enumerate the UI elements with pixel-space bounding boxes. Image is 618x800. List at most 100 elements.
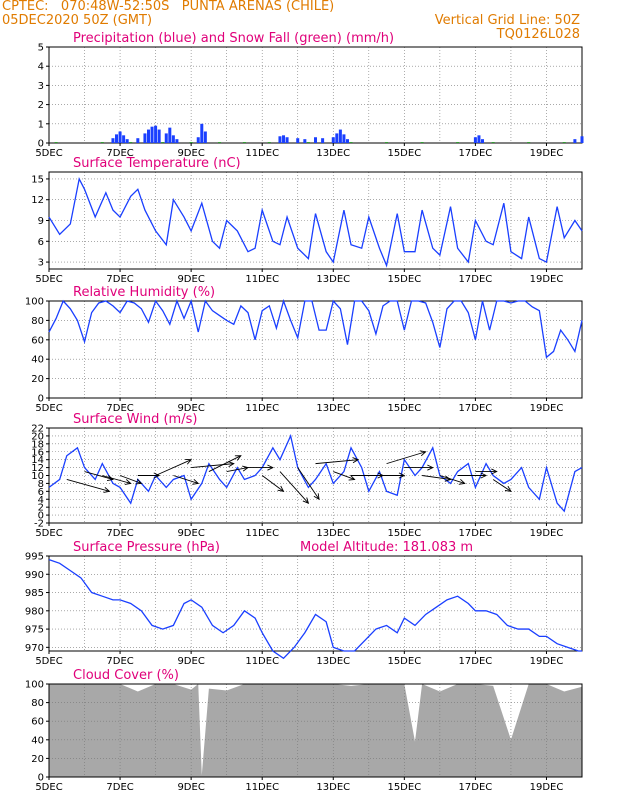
x-tick-label: 19DEC	[530, 528, 564, 539]
y-tick-label: 6	[38, 487, 44, 498]
x-tick-label: 5DEC	[35, 274, 62, 285]
wind-arrow	[119, 475, 142, 484]
precip-bar	[200, 123, 204, 143]
precip-bar	[100, 142, 104, 143]
wind-arrow-head	[480, 472, 488, 479]
precip-bar	[580, 136, 584, 143]
y-tick-label: 985	[25, 588, 44, 599]
wind-arrow-head	[185, 459, 193, 465]
precip-bar	[154, 125, 158, 143]
wind-arrow-head	[419, 450, 427, 457]
precip-bar	[573, 139, 577, 143]
precip-bar	[111, 138, 115, 143]
precip-bar	[285, 137, 289, 143]
x-tick-label: 13DEC	[316, 148, 350, 159]
x-tick-label: 13DEC	[316, 656, 350, 667]
wind-arrow	[173, 475, 199, 484]
y-tick-label: 14	[31, 455, 44, 466]
x-tick-label: 7DEC	[106, 528, 133, 539]
wind-arrow-head	[458, 478, 466, 485]
precip-bar	[473, 137, 477, 143]
wind-arrow-head	[352, 457, 360, 464]
x-tick-label: 17DEC	[459, 528, 493, 539]
x-tick-label: 13DEC	[316, 782, 350, 793]
precip-bar	[303, 139, 307, 143]
wind-arrow-head	[234, 455, 242, 461]
y-tick-label: 970	[25, 643, 44, 654]
precip-bar	[168, 127, 172, 143]
wind-arrow-head	[153, 472, 161, 479]
precip-bar	[314, 137, 317, 143]
x-tick-label: 17DEC	[459, 148, 493, 159]
wind-arrow-head	[267, 464, 274, 471]
y-tick-label: 6	[38, 237, 44, 248]
precip-bar	[527, 142, 531, 143]
y-tick-label: 16	[31, 447, 44, 458]
x-tick-label: 19DEC	[530, 148, 564, 159]
x-tick-label: 7DEC	[106, 274, 133, 285]
x-tick-label: 9DEC	[177, 656, 204, 667]
cloud-cover-area	[49, 684, 582, 777]
x-tick-label: 19DEC	[530, 656, 564, 667]
precip-bar	[54, 142, 58, 143]
x-tick-label: 15DEC	[387, 782, 421, 793]
x-tick-label: 9DEC	[177, 528, 204, 539]
precip-bar	[203, 131, 207, 143]
wind-arrow	[84, 471, 114, 480]
wind-arrow-head	[398, 472, 406, 479]
x-tick-label: 9DEC	[177, 782, 204, 793]
precip-bar	[164, 133, 168, 143]
panel-title: Precipitation (blue) and Snow Fall (gree…	[73, 31, 394, 46]
precip-bar	[122, 135, 126, 143]
panel-title: Surface Pressure (hPa)	[73, 540, 220, 555]
x-tick-label: 11DEC	[245, 782, 279, 793]
panel-frame	[48, 427, 583, 524]
x-tick-label: 7DEC	[106, 782, 133, 793]
precip-bar	[491, 142, 495, 143]
wind-arrow-head	[277, 485, 285, 492]
y-tick-label: 22	[31, 424, 44, 435]
precip-bar	[115, 134, 119, 143]
precip-bar	[129, 142, 133, 143]
precip-bar	[175, 139, 179, 143]
wind-arrow-head	[313, 493, 320, 501]
wind-arrow-head	[427, 464, 434, 471]
y-tick-label: 100	[25, 297, 44, 308]
x-tick-label: 5DEC	[35, 656, 62, 667]
x-tick-label: 5DEC	[35, 148, 62, 159]
x-tick-label: 7DEC	[106, 403, 133, 414]
x-tick-label: 11DEC	[245, 148, 279, 159]
panel-frame	[48, 555, 583, 652]
precip-bar	[118, 131, 122, 143]
precip-bar	[143, 133, 147, 143]
y-tick-label: 1	[38, 119, 44, 130]
x-tick-label: 5DEC	[35, 403, 62, 414]
y-tick-label: 60	[31, 717, 44, 728]
x-tick-label: 13DEC	[316, 528, 350, 539]
x-tick-label: 13DEC	[316, 403, 350, 414]
precip-bar	[146, 129, 150, 143]
panel-frame	[48, 683, 583, 778]
wind-arrow	[261, 475, 284, 492]
y-tick-label: 4	[38, 495, 44, 506]
precip-bar	[267, 142, 271, 143]
wind-arrow-head	[106, 475, 114, 481]
precip-bar	[420, 142, 424, 143]
precip-bar	[282, 135, 286, 143]
y-tick-label: 2	[38, 503, 44, 514]
precip-bar	[278, 136, 282, 143]
y-tick-label: 100	[25, 680, 44, 691]
y-tick-label: 40	[31, 355, 44, 366]
panel-frame	[48, 300, 583, 399]
header-run-time: 05DEC2020 50Z (GMT)	[2, 13, 153, 28]
precip-bar	[562, 142, 566, 143]
series-line	[48, 559, 582, 660]
y-tick-label: 20	[31, 754, 44, 765]
y-tick-label: 975	[25, 625, 44, 636]
y-tick-label: -2	[34, 519, 44, 530]
x-tick-label: 7DEC	[106, 656, 133, 667]
x-tick-label: 15DEC	[387, 403, 421, 414]
y-tick-label: 9	[38, 216, 44, 227]
x-tick-label: 17DEC	[459, 782, 493, 793]
